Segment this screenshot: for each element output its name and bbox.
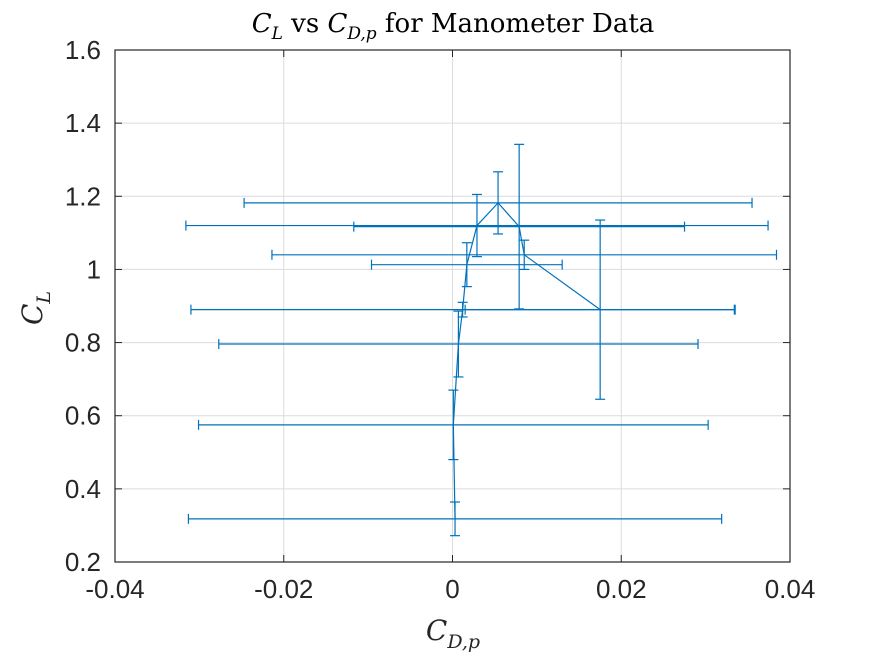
chart-title: CL vs CD,p for Manometer Data xyxy=(252,9,655,44)
axis-ticks: -0.04 -0.02 0 0.02 0.04 0.2 0.4 0.6 0.8 1 1.2 1.4 1.… xyxy=(65,35,815,604)
x-axis-label: CD,p xyxy=(426,614,480,653)
series-line xyxy=(452,201,601,519)
y-tick-label: 0.8 xyxy=(65,328,101,358)
y-tick-label: 0.6 xyxy=(65,401,101,431)
y-tick-label: 0.2 xyxy=(65,547,101,577)
y-tick-label: 1 xyxy=(87,254,101,284)
y-tick-label: 1.2 xyxy=(65,181,101,211)
x-tick-label: 0 xyxy=(445,574,459,604)
y-axis-label: CL xyxy=(16,291,55,325)
x-tick-label: -0.02 xyxy=(254,574,313,604)
y-tick-label: 1.4 xyxy=(65,108,101,138)
grid xyxy=(114,49,791,563)
data-series xyxy=(185,143,778,537)
x-tick-label: -0.04 xyxy=(85,574,144,604)
y-tick-label: 1.6 xyxy=(65,35,101,65)
x-tick-label: 0.02 xyxy=(596,574,647,604)
x-tick-label: 0.04 xyxy=(765,574,816,604)
y-tick-label: 0.4 xyxy=(65,474,101,504)
